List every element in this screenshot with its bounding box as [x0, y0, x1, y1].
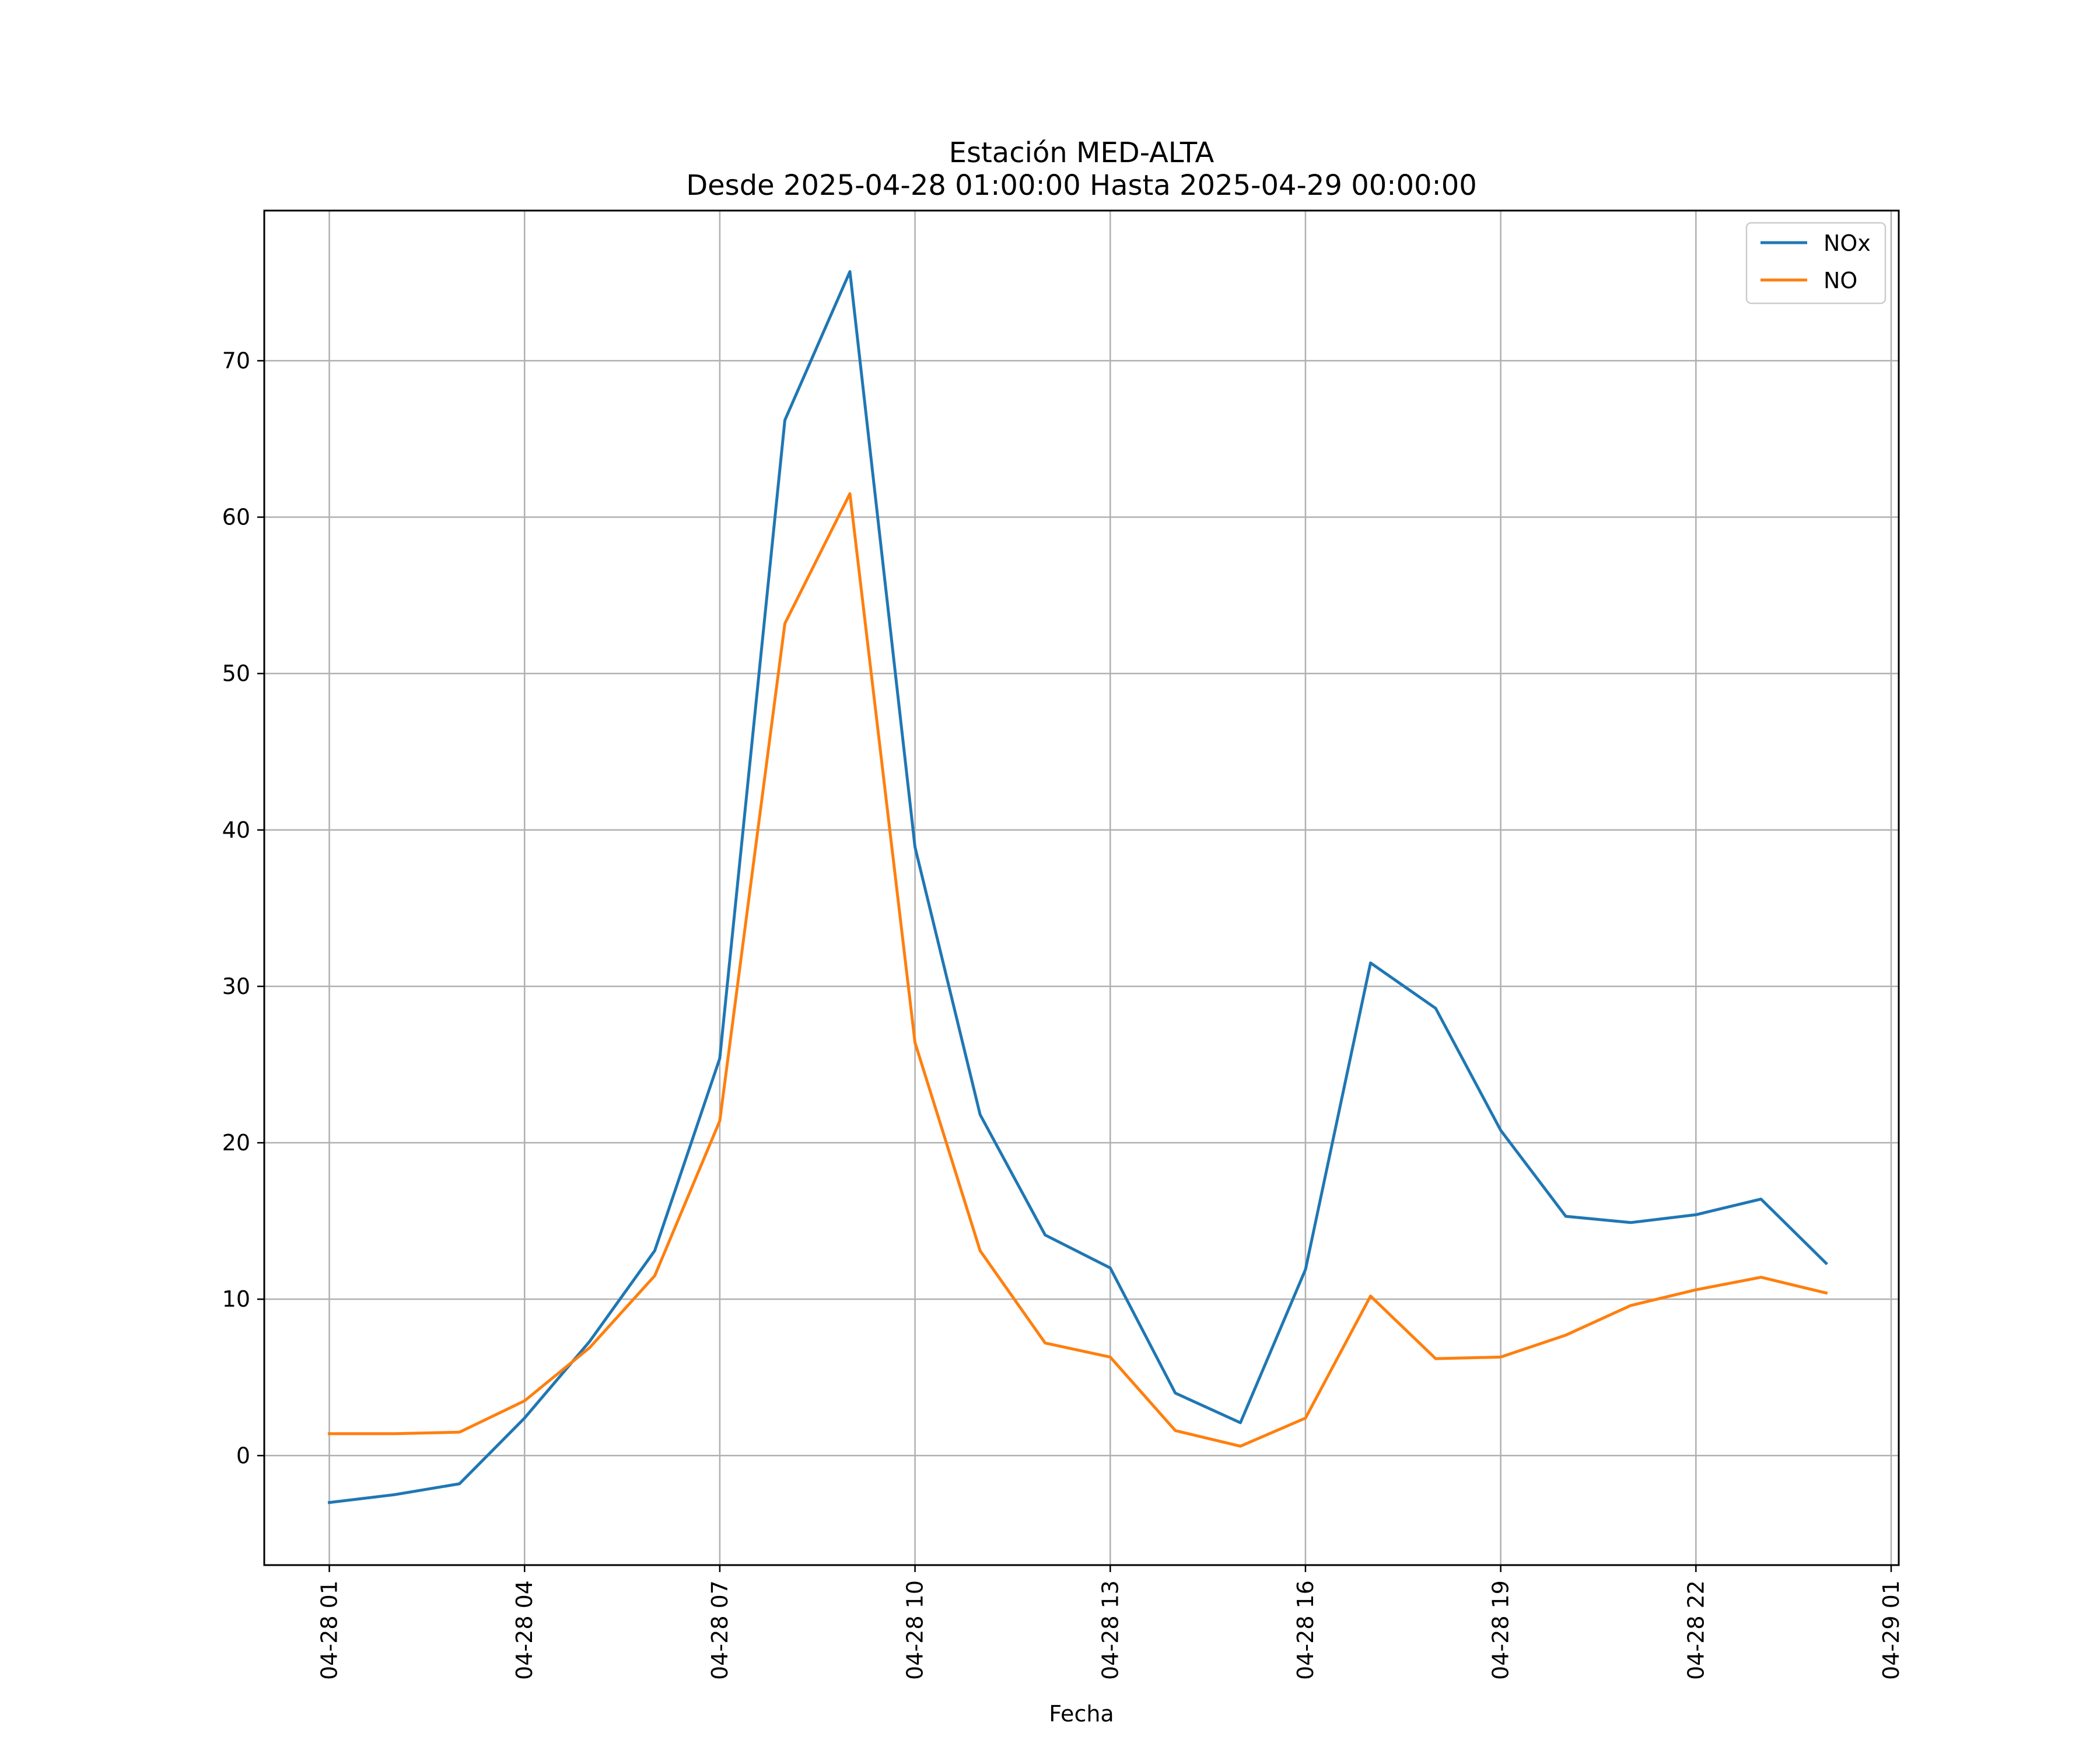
- y-tick-label: 40: [222, 817, 250, 843]
- chart-subtitle: Desde 2025-04-28 01:00:00 Hasta 2025-04-…: [686, 169, 1477, 202]
- series-line-nox: [327, 270, 1828, 1504]
- y-tick-label: 0: [236, 1443, 250, 1468]
- x-tick-label: 04-28 07: [707, 1580, 733, 1680]
- x-tick-label: 04-28 04: [512, 1580, 537, 1680]
- y-tick-label: 10: [222, 1286, 250, 1312]
- legend-label-no: NO: [1824, 268, 1857, 293]
- y-tick-label: 60: [222, 505, 250, 530]
- x-tick-label: 04-28 16: [1293, 1580, 1318, 1680]
- x-tick-label: 04-28 13: [1097, 1580, 1123, 1680]
- x-tick-label: 04-28 19: [1488, 1580, 1514, 1680]
- y-tick-label: 20: [222, 1130, 250, 1156]
- x-tick-label: 04-28 22: [1683, 1580, 1709, 1680]
- x-axis-ticks: 04-28 01 04-28 04 04-28 07 04-28 10 04-28 13…: [317, 1565, 1904, 1680]
- series-lines: [327, 270, 1828, 1504]
- x-tick-label: 04-28 10: [902, 1580, 928, 1680]
- legend: NOx NO: [1745, 222, 1887, 304]
- y-tick-label: 70: [222, 348, 250, 373]
- grid-lines: [264, 211, 1899, 1565]
- series-line-no: [328, 492, 1828, 1448]
- x-axis-label: Fecha: [1049, 1701, 1114, 1727]
- x-tick-label: 04-28 01: [317, 1580, 342, 1680]
- x-tick-label: 04-29 01: [1878, 1580, 1904, 1680]
- y-tick-label: 30: [222, 974, 250, 999]
- plot-frame: [263, 209, 1900, 1566]
- y-tick-label: 50: [222, 661, 250, 687]
- y-axis-ticks: 0 10 20 30 40 50 60 70: [222, 348, 264, 1468]
- chart-title: Estación MED-ALTA: [949, 136, 1214, 169]
- legend-label-nox: NOx: [1824, 230, 1871, 256]
